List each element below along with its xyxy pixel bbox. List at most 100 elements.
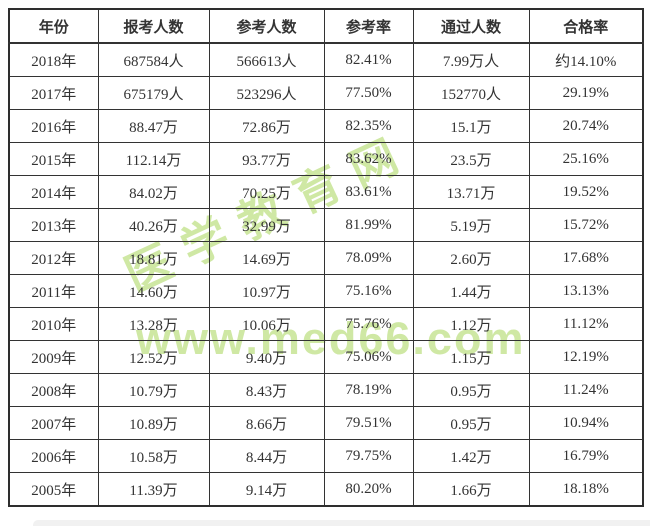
table-cell: 79.75% — [323, 439, 414, 473]
column-header: 年份 — [8, 8, 99, 44]
table-cell: 17.68% — [528, 241, 644, 275]
table-cell: 75.76% — [323, 307, 414, 341]
table-cell: 32.99万 — [208, 208, 325, 242]
table-row: 2006年 10.58万 8.44万 79.75% 1.42万 16.79% — [8, 439, 644, 473]
table-cell: 18.81万 — [97, 241, 210, 275]
table-cell: 2016年 — [8, 109, 99, 143]
table-cell: 566613人 — [208, 42, 325, 77]
table-cell: 1.44万 — [412, 274, 530, 308]
table-cell: 8.66万 — [208, 406, 325, 440]
table-cell: 2011年 — [8, 274, 99, 308]
table-row: 年份 报考人数 参考人数 参考率 通过人数 合格率 — [8, 8, 644, 44]
table-cell: 2.60万 — [412, 241, 530, 275]
table-row: 2010年 13.28万 10.06万 75.76% 1.12万 11.12% — [8, 307, 644, 341]
table-cell: 2014年 — [8, 175, 99, 209]
table-cell: 2006年 — [8, 439, 99, 473]
table-cell: 75.06% — [323, 340, 414, 374]
table-cell: 2010年 — [8, 307, 99, 341]
table-row: 2007年 10.89万 8.66万 79.51% 0.95万 10.94% — [8, 406, 644, 440]
table-cell: 687584人 — [97, 42, 210, 77]
table-cell: 29.19% — [528, 76, 644, 110]
table-cell: 20.74% — [528, 109, 644, 143]
table-cell: 93.77万 — [208, 142, 325, 176]
column-header: 报考人数 — [97, 8, 210, 44]
table-row: 2015年 112.14万 93.77万 83.62% 23.5万 25.16% — [8, 142, 644, 176]
table-cell: 1.15万 — [412, 340, 530, 374]
table-row: 2017年 675179人 523296人 77.50% 152770人 29.19% — [8, 76, 644, 110]
table-cell: 25.16% — [528, 142, 644, 176]
table-cell: 23.5万 — [412, 142, 530, 176]
table-cell: 12.19% — [528, 340, 644, 374]
table-cell: 70.25万 — [208, 175, 325, 209]
column-header: 合格率 — [528, 8, 644, 44]
table-cell: 14.60万 — [97, 274, 210, 308]
table-cell: 1.66万 — [412, 472, 530, 507]
table-cell: 13.28万 — [97, 307, 210, 341]
table-cell: 2008年 — [8, 373, 99, 407]
table-cell: 11.24% — [528, 373, 644, 407]
table-cell: 12.52万 — [97, 340, 210, 374]
table-cell: 80.20% — [323, 472, 414, 507]
table-cell: 84.02万 — [97, 175, 210, 209]
table-cell: 0.95万 — [412, 373, 530, 407]
table-cell: 10.97万 — [208, 274, 325, 308]
bottom-panel — [33, 520, 650, 526]
exam-stats-table: 年份 报考人数 参考人数 参考率 通过人数 合格率 2018年 687584人 566613人… — [8, 8, 644, 507]
table-cell: 5.19万 — [412, 208, 530, 242]
table-cell: 15.72% — [528, 208, 644, 242]
table-cell: 112.14万 — [97, 142, 210, 176]
table-cell: 78.19% — [323, 373, 414, 407]
table-cell: 77.50% — [323, 76, 414, 110]
table-row: 2016年 88.47万 72.86万 82.35% 15.1万 20.74% — [8, 109, 644, 143]
table-cell: 11.39万 — [97, 472, 210, 507]
table-cell: 9.40万 — [208, 340, 325, 374]
table-cell: 约14.10% — [528, 42, 644, 77]
table-row: 2013年 40.26万 32.99万 81.99% 5.19万 15.72% — [8, 208, 644, 242]
table-cell: 15.1万 — [412, 109, 530, 143]
table-cell: 82.41% — [323, 42, 414, 77]
table-cell: 72.86万 — [208, 109, 325, 143]
table-cell: 152770人 — [412, 76, 530, 110]
table-row: 2009年 12.52万 9.40万 75.06% 1.15万 12.19% — [8, 340, 644, 374]
table-cell: 13.71万 — [412, 175, 530, 209]
table-cell: 1.12万 — [412, 307, 530, 341]
table-cell: 14.69万 — [208, 241, 325, 275]
table-cell: 2009年 — [8, 340, 99, 374]
table-row: 2008年 10.79万 8.43万 78.19% 0.95万 11.24% — [8, 373, 644, 407]
table-cell: 2013年 — [8, 208, 99, 242]
table-cell: 1.42万 — [412, 439, 530, 473]
table-cell: 2018年 — [8, 42, 99, 77]
column-header: 参考人数 — [208, 8, 325, 44]
column-header: 通过人数 — [412, 8, 530, 44]
table-cell: 2007年 — [8, 406, 99, 440]
column-header: 参考率 — [323, 8, 414, 44]
table-header-row: 年份 报考人数 参考人数 参考率 通过人数 合格率 — [8, 8, 644, 44]
table-cell: 10.06万 — [208, 307, 325, 341]
table-cell: 523296人 — [208, 76, 325, 110]
table-cell: 83.62% — [323, 142, 414, 176]
table-cell: 78.09% — [323, 241, 414, 275]
table-cell: 2015年 — [8, 142, 99, 176]
table-cell: 8.44万 — [208, 439, 325, 473]
table-cell: 82.35% — [323, 109, 414, 143]
table-cell: 2017年 — [8, 76, 99, 110]
table-cell: 11.12% — [528, 307, 644, 341]
table-cell: 18.18% — [528, 472, 644, 507]
table-cell: 83.61% — [323, 175, 414, 209]
table-cell: 79.51% — [323, 406, 414, 440]
table-row: 2011年 14.60万 10.97万 75.16% 1.44万 13.13% — [8, 274, 644, 308]
table-cell: 75.16% — [323, 274, 414, 308]
table-cell: 675179人 — [97, 76, 210, 110]
table-cell: 10.94% — [528, 406, 644, 440]
table-cell: 81.99% — [323, 208, 414, 242]
table-cell: 2012年 — [8, 241, 99, 275]
table-cell: 10.58万 — [97, 439, 210, 473]
table-cell: 9.14万 — [208, 472, 325, 507]
table-cell: 10.89万 — [97, 406, 210, 440]
table-cell: 13.13% — [528, 274, 644, 308]
table-cell: 8.43万 — [208, 373, 325, 407]
table-cell: 10.79万 — [97, 373, 210, 407]
table-cell: 0.95万 — [412, 406, 530, 440]
table-cell: 40.26万 — [97, 208, 210, 242]
